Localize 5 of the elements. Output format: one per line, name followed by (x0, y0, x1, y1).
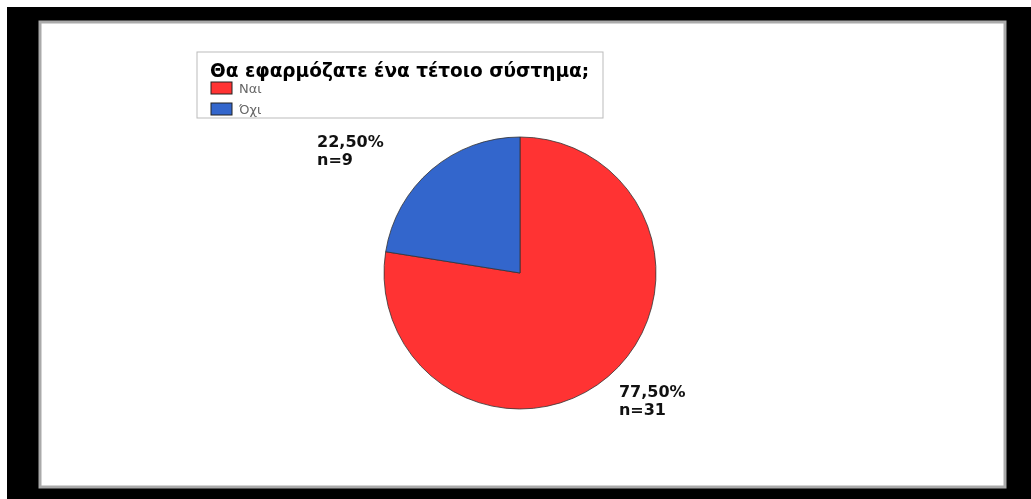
data-label: 77,50% n=31 (618, 381, 686, 419)
legend-title: Θα εφαρμόζατε ένα τέτοιο σύστημα; (210, 60, 590, 81)
data-label: 22,50% n=9 (317, 132, 384, 170)
legend-label: Ναι (239, 81, 262, 96)
legend-label: Όχι (238, 102, 262, 117)
